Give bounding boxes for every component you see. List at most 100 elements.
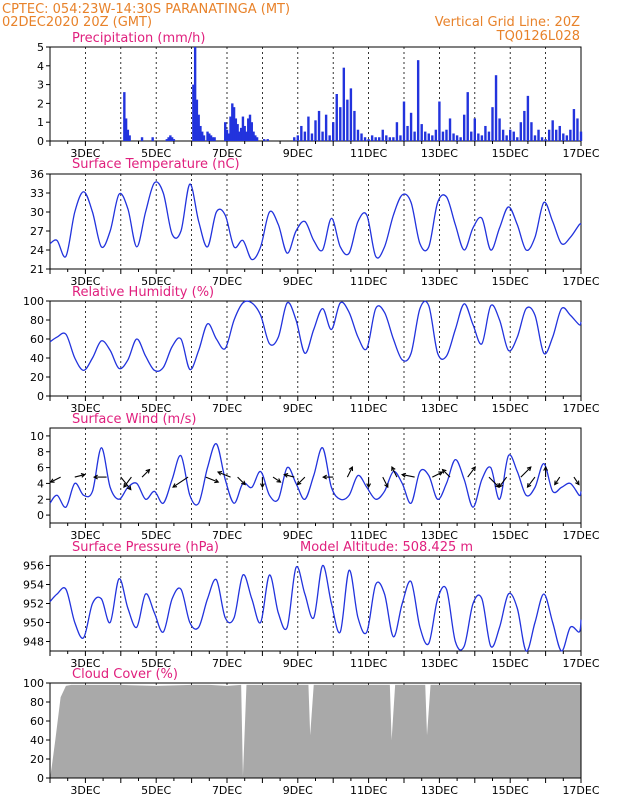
- precip-bar: [303, 131, 307, 141]
- precip-bar: [572, 109, 576, 141]
- cloud-date-label: 3DEC: [70, 784, 100, 797]
- precip-bar: [123, 92, 126, 141]
- wind-ytick-label: 4: [37, 477, 44, 490]
- precip-bar: [441, 131, 445, 141]
- precip-bar: [385, 135, 388, 141]
- precip-bar: [523, 110, 526, 141]
- precip-bar: [262, 139, 266, 141]
- precip-bar: [206, 131, 209, 141]
- precip-date-label: 9DEC: [283, 147, 313, 160]
- precip-bar: [473, 118, 476, 141]
- precip-bar: [328, 135, 331, 141]
- pressure-date-label: 7DEC: [212, 657, 242, 670]
- pressure-date-label: 9DEC: [283, 657, 313, 670]
- precip-bar: [455, 135, 459, 141]
- pressure-title: Surface Pressure (hPa): [72, 540, 219, 555]
- precip-bar: [332, 122, 335, 141]
- cloud-ytick-label: 40: [30, 734, 44, 747]
- wind-arrow: [92, 474, 107, 480]
- temp-date-label: 9DEC: [283, 275, 313, 288]
- precip-date-label: 3DEC: [70, 147, 100, 160]
- precip-bar: [462, 114, 466, 141]
- cloud-panel: 0 20 40 60 80 100 3DEC 5DEC 7DEC 9DEC 11DEC 13DEC 15…: [23, 677, 600, 797]
- rh-date-label: 7DEC: [212, 402, 242, 415]
- pressure-date-label: 5DEC: [141, 657, 171, 670]
- pressure-frame: [49, 555, 582, 652]
- precip-bar: [353, 110, 356, 141]
- cloud-date-label: 15DEC: [492, 784, 529, 797]
- temp-date-label: 3DEC: [70, 275, 100, 288]
- wind-arrow: [543, 465, 549, 478]
- precip-bar: [314, 120, 317, 141]
- precip-bar: [307, 116, 310, 141]
- wind-arrow: [216, 471, 231, 478]
- precip-bar: [381, 129, 384, 141]
- precip-bar: [501, 129, 505, 141]
- precip-bar: [498, 118, 501, 141]
- wind-arrow: [498, 476, 508, 489]
- precip-bar: [342, 67, 346, 141]
- precip-bar: [378, 137, 381, 141]
- precip-bar: [335, 94, 338, 141]
- rh-date-label: 13DEC: [421, 402, 458, 415]
- wind-date-label: 15DEC: [492, 529, 529, 542]
- precip-bar: [576, 118, 579, 141]
- precip-bar: [339, 107, 342, 141]
- pressure-date-label: 11DEC: [350, 657, 387, 670]
- precip-ytick-label: 1: [37, 116, 44, 129]
- header-run-date: 02DEC2020 20Z (GMT): [2, 15, 152, 30]
- precip-bar: [551, 120, 554, 141]
- wind-arrow: [205, 476, 220, 484]
- rh-ytick-label: 0: [37, 390, 44, 403]
- precip-bar: [349, 88, 353, 141]
- precip-bar: [505, 135, 508, 141]
- precip-bar: [151, 137, 154, 141]
- precip-bar: [388, 137, 392, 141]
- header-grid-line: Vertical Grid Line: 20Z: [435, 15, 580, 30]
- precip-bar: [247, 118, 250, 141]
- precip-bar: [197, 114, 200, 141]
- precip-bar: [420, 124, 423, 141]
- precip-bar: [516, 137, 519, 141]
- temp-panel: 21 24 27 30 33 36 3DEC 5DEC 7DEC 9DEC 11DEC 13DEC 15…: [30, 168, 600, 288]
- precip-bar: [540, 137, 544, 141]
- header-line1: CPTEC: 054:23W-14:30S PARANATINGA (MT): [2, 2, 290, 17]
- wind-arrow: [366, 477, 372, 489]
- rh-frame: [49, 300, 582, 397]
- precip-bar: [395, 122, 399, 141]
- cloud-ytick-label: 100: [23, 677, 44, 690]
- precip-bar: [238, 131, 241, 141]
- precip-bar: [124, 118, 128, 141]
- precip-date-label: 13DEC: [421, 147, 458, 160]
- wind-arrow: [432, 471, 444, 478]
- precip-panel: 0 1 2 3 4 5 3DEC 5DEC 7DEC 9DEC 11DEC 13DEC 15DEC 17D…: [37, 41, 600, 160]
- precip-bar: [241, 116, 245, 141]
- temp-ytick-label: 33: [30, 187, 44, 200]
- chart-panels: 0 1 2 3 4 5 3DEC 5DEC 7DEC 9DEC 11DEC 13DEC 15DEC 17D…: [23, 41, 600, 797]
- precip-bar: [140, 137, 144, 141]
- precip-bar: [296, 135, 299, 141]
- precip-bar: [248, 114, 252, 141]
- precip-bar: [254, 135, 257, 141]
- precip-bar: [416, 60, 420, 141]
- temp-ytick-label: 21: [30, 263, 44, 276]
- wind-date-label: 9DEC: [283, 529, 313, 542]
- precip-bar: [321, 131, 324, 141]
- temp-date-label: 15DEC: [492, 275, 529, 288]
- precip-bar: [448, 118, 452, 141]
- pressure-series-line: [49, 564, 582, 652]
- precip-bar: [229, 116, 232, 141]
- temp-date-label: 13DEC: [421, 275, 458, 288]
- wind-date-label: 17DEC: [562, 529, 599, 542]
- model-altitude: Model Altitude: 508.425 m: [300, 540, 473, 555]
- precip-bar: [128, 135, 131, 141]
- cloud-ytick-label: 20: [30, 753, 44, 766]
- precip-bar: [356, 129, 360, 141]
- wind-arrow: [441, 468, 451, 478]
- precip-bar: [392, 137, 395, 141]
- rh-date-label: 9DEC: [283, 402, 313, 415]
- precip-bar: [477, 133, 480, 141]
- rh-panel: 0 20 40 60 80 100 3DEC 5DEC 7DEC 9DEC 11DEC 13DEC 15…: [23, 295, 600, 415]
- wind-arrow: [520, 466, 532, 478]
- precip-bar: [409, 112, 413, 141]
